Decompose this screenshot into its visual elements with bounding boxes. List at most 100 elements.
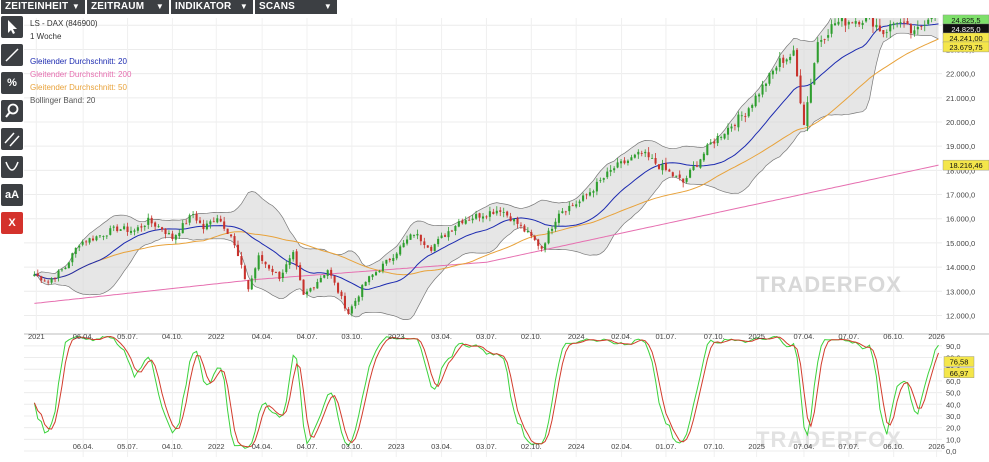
stoch-time-tick-label: 05.07. xyxy=(117,442,138,451)
candle-body xyxy=(98,235,101,237)
candle-body xyxy=(844,18,847,26)
percent-tool-button[interactable]: % xyxy=(1,72,23,94)
candle-body xyxy=(737,114,740,128)
candle-body xyxy=(633,154,636,158)
curve-tool-button[interactable] xyxy=(1,156,23,178)
candle-body xyxy=(309,288,312,292)
legend-bollinger[interactable]: Bollinger Band: 20 xyxy=(30,96,96,105)
candle-body xyxy=(112,226,115,228)
candle-body xyxy=(444,235,447,237)
menu-zeitraum[interactable]: ZEITRAUM ▼ xyxy=(87,0,169,14)
bollinger-fill xyxy=(34,18,939,320)
stoch-time-tick-label: 2023 xyxy=(388,442,405,451)
candle-body xyxy=(461,220,464,224)
candle-body xyxy=(167,233,170,235)
candle-body xyxy=(271,268,274,272)
candle-body xyxy=(871,18,875,27)
candle-body xyxy=(906,21,909,25)
price-tick-label: 22.000,0 xyxy=(946,70,975,79)
chart-canvas[interactable]: TRADERFOX TRADERFOX 24.000,023.000,022.0… xyxy=(24,14,989,457)
candle-body xyxy=(412,235,416,236)
stoch-time-tick-label: 2026 xyxy=(928,442,945,451)
chevron-down-icon: ▼ xyxy=(239,2,248,11)
candle-body xyxy=(292,252,295,260)
stoch-time-tick-label: 03.07. xyxy=(476,442,497,451)
menu-zeiteinheit[interactable]: ZEITEINHEIT ▼ xyxy=(1,0,85,14)
price-label-box xyxy=(942,41,989,53)
legend-ma200[interactable]: Gleitender Durchschnitt: 200 xyxy=(30,70,132,79)
candle-body xyxy=(78,245,81,248)
candle-body xyxy=(481,216,485,219)
candle-body xyxy=(81,241,84,245)
candle-body xyxy=(875,24,878,28)
parallel-lines-tool-button[interactable] xyxy=(1,128,23,150)
candle-body xyxy=(488,211,491,217)
candle-body xyxy=(609,169,612,172)
candle-body xyxy=(671,172,674,177)
candle-body xyxy=(492,211,495,215)
candle-body xyxy=(333,275,336,283)
stoch-tick-label: 60,0 xyxy=(946,377,961,386)
candle-body xyxy=(561,211,564,214)
candle-body xyxy=(861,22,864,26)
candlesticks xyxy=(33,18,936,317)
candle-body xyxy=(550,228,554,231)
candle-body xyxy=(751,105,754,108)
candle-body xyxy=(236,244,240,257)
candle-body xyxy=(927,19,930,24)
candle-body xyxy=(343,295,346,309)
candle-body xyxy=(865,18,868,22)
candle-body xyxy=(799,75,802,104)
text-tool-button[interactable]: aA xyxy=(1,184,23,206)
candle-body xyxy=(485,216,488,218)
candle-body xyxy=(885,32,888,34)
candle-body xyxy=(36,273,39,276)
candle-body xyxy=(347,309,350,314)
candle-body xyxy=(40,276,43,281)
stoch-time-tick-label: 04.10. xyxy=(162,442,183,451)
candle-body xyxy=(709,142,712,144)
percent-icon: % xyxy=(7,77,17,89)
legend-ma20[interactable]: Gleitender Durchschnitt: 20 xyxy=(30,57,127,66)
candle-body xyxy=(50,278,53,283)
candle-body xyxy=(202,223,205,230)
candle-body xyxy=(854,21,857,24)
time-tick-label: 05.07. xyxy=(117,332,138,341)
candle-body xyxy=(71,253,74,263)
watermark-stoch: TRADERFOX xyxy=(756,427,902,452)
candle-body xyxy=(416,233,419,236)
candle-body xyxy=(616,162,619,168)
candle-body xyxy=(816,42,819,63)
time-tick-label: 2022 xyxy=(208,332,225,341)
candle-body xyxy=(454,226,457,231)
candle-body xyxy=(433,244,436,251)
candle-body xyxy=(833,23,837,26)
candle-body xyxy=(668,169,671,172)
stoch-plot-bg xyxy=(24,336,942,457)
candle-body xyxy=(185,223,188,225)
candle-body xyxy=(423,241,426,245)
menu-scans[interactable]: SCANS ▼ xyxy=(255,0,337,14)
ma20-line xyxy=(34,23,939,290)
candle-body xyxy=(516,218,519,224)
menu-indikator[interactable]: INDIKATOR ▼ xyxy=(171,0,253,14)
legend-ma50[interactable]: Gleitender Durchschnitt: 50 xyxy=(30,83,127,92)
candle-body xyxy=(468,219,471,221)
candle-body xyxy=(920,26,923,27)
candle-body xyxy=(316,281,319,289)
candle-body xyxy=(654,158,657,164)
candle-body xyxy=(247,280,250,290)
candle-body xyxy=(161,227,164,230)
chart-area: TRADERFOX TRADERFOX 24.000,023.000,022.0… xyxy=(24,14,989,457)
zoom-tool-button[interactable] xyxy=(1,100,23,122)
stochastic-lines xyxy=(33,336,939,449)
candle-body xyxy=(240,256,243,265)
candle-body xyxy=(702,153,705,161)
line-tool-button[interactable] xyxy=(1,44,23,66)
cursor-tool-button[interactable] xyxy=(1,16,23,38)
candle-body xyxy=(450,230,453,232)
delete-drawings-button[interactable]: X xyxy=(1,212,23,234)
candle-body xyxy=(447,231,450,238)
time-tick-label: 07.10. xyxy=(704,332,725,341)
candle-body xyxy=(509,216,512,222)
